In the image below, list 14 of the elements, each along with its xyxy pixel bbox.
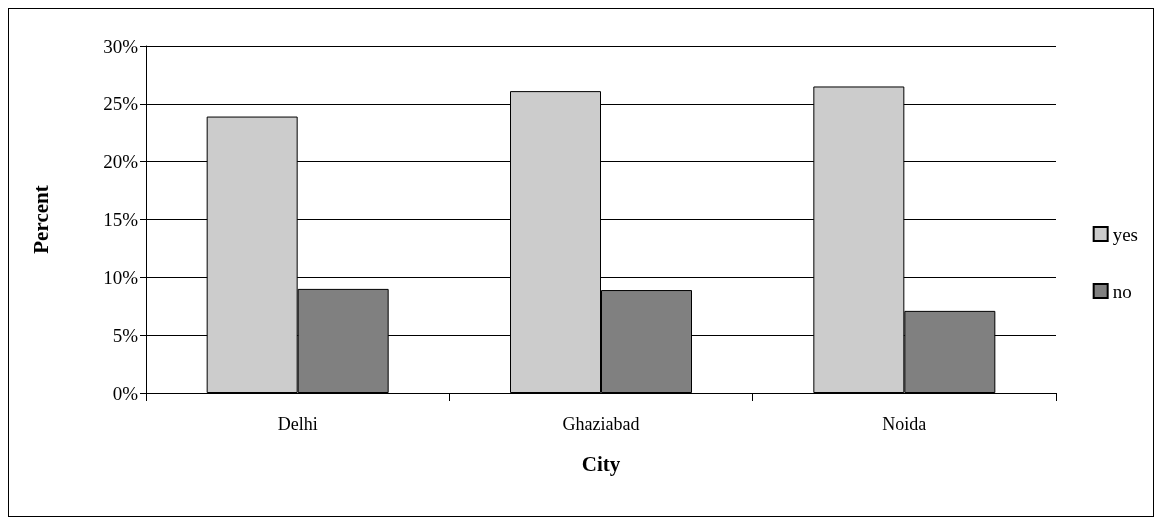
y-tick-label: 15% xyxy=(103,209,139,230)
x-tick-label: Ghaziabad xyxy=(562,414,640,434)
x-axis-title: City xyxy=(581,451,621,476)
legend-label: yes xyxy=(1112,223,1138,245)
y-tick-label: 10% xyxy=(103,266,139,288)
y-axis-title: Percent xyxy=(28,185,53,254)
y-tick-label: 0% xyxy=(112,382,139,404)
x-tick-label: Noida xyxy=(882,414,927,434)
y-tick-label: 25% xyxy=(103,93,139,115)
y-tick-label: 30% xyxy=(103,35,139,57)
y-tick-label: 20% xyxy=(103,151,139,173)
x-tick-label: Delhi xyxy=(277,414,318,434)
legend-label: no xyxy=(1112,280,1132,302)
y-tick-label: 5% xyxy=(112,324,139,346)
